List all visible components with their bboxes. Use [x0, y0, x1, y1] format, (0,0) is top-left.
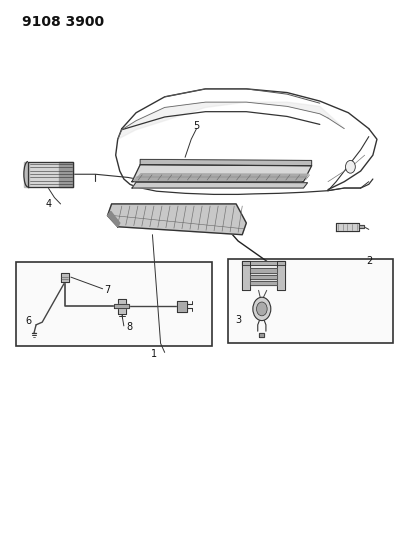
Text: 7: 7 — [105, 285, 111, 295]
Text: 5: 5 — [194, 121, 200, 131]
Polygon shape — [177, 301, 187, 312]
Polygon shape — [108, 204, 246, 235]
Polygon shape — [250, 268, 277, 272]
Polygon shape — [118, 299, 126, 314]
Text: 4: 4 — [45, 199, 51, 209]
Circle shape — [346, 160, 356, 173]
Polygon shape — [134, 174, 308, 181]
Polygon shape — [242, 261, 250, 290]
Polygon shape — [250, 274, 277, 279]
Polygon shape — [24, 161, 29, 187]
Polygon shape — [242, 261, 285, 265]
Polygon shape — [277, 261, 285, 290]
FancyBboxPatch shape — [16, 262, 212, 346]
Polygon shape — [336, 223, 358, 231]
Polygon shape — [250, 281, 277, 285]
Polygon shape — [108, 212, 120, 227]
Text: 3: 3 — [235, 314, 241, 325]
Text: 9108 3900: 9108 3900 — [22, 14, 104, 29]
Polygon shape — [259, 333, 264, 337]
Text: 8: 8 — [126, 322, 132, 333]
Text: 2: 2 — [367, 256, 373, 266]
Polygon shape — [28, 161, 73, 187]
Text: 1: 1 — [151, 349, 157, 359]
Polygon shape — [58, 161, 73, 187]
Polygon shape — [118, 102, 344, 139]
Polygon shape — [140, 159, 312, 166]
Circle shape — [256, 302, 267, 316]
Polygon shape — [60, 273, 69, 282]
Polygon shape — [132, 165, 312, 182]
Polygon shape — [132, 182, 307, 188]
FancyBboxPatch shape — [228, 259, 393, 343]
Polygon shape — [115, 304, 129, 309]
Text: 6: 6 — [25, 316, 31, 326]
Polygon shape — [358, 225, 364, 228]
Circle shape — [253, 297, 271, 320]
